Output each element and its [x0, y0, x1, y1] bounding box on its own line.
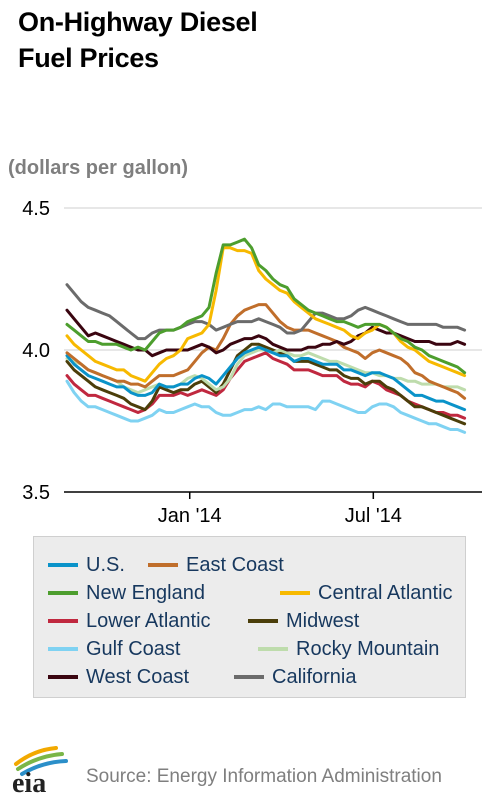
series-line-new-england [65, 237, 467, 375]
line-chart: 4.5 4.0 3.5 Jan '14 Jul '14 [22, 198, 482, 527]
legend-item: East Coast [148, 553, 284, 577]
series-line-u-s [65, 345, 467, 412]
footer: eia Source: Energy Information Administr… [0, 742, 500, 796]
legend-label: Central Atlantic [318, 581, 453, 604]
legend-item: West Coast [48, 665, 189, 689]
legend-swatch [258, 647, 288, 651]
chart-title-line-2: Fuel Prices [18, 43, 159, 73]
legend-swatch [48, 591, 78, 595]
chart-legend: U.S. East Coast New England Central Atlanti… [33, 536, 466, 698]
series-line-midwest [65, 342, 467, 426]
legend-swatch [48, 647, 78, 651]
legend-swatch [148, 563, 178, 567]
series-line-east-coast [65, 303, 467, 400]
legend-item: Lower Atlantic [48, 609, 211, 633]
source-note: Source: Energy Information Administratio… [86, 766, 442, 787]
legend-label: Lower Atlantic [86, 609, 211, 632]
legend-swatch [280, 591, 310, 595]
legend-label: Rocky Mountain [296, 637, 440, 660]
legend-label: East Coast [186, 553, 284, 576]
series-line-gulf-coast [65, 379, 467, 434]
legend-item: U.S. [48, 553, 125, 577]
legend-label: West Coast [86, 665, 189, 688]
eia-logo-text: eia [12, 768, 46, 794]
eia-logo: eia [12, 746, 68, 794]
chart-title-line-1: On-Highway Diesel [18, 7, 258, 37]
legend-label: Gulf Coast [86, 637, 181, 660]
legend-item: New England [48, 581, 205, 605]
legend-label: U.S. [86, 553, 125, 576]
legend-swatch [248, 619, 278, 623]
y-tick-label: 3.5 [22, 482, 50, 504]
legend-item: Gulf Coast [48, 637, 180, 661]
x-axis-ticks: Jan '14 Jul '14 [158, 492, 402, 527]
legend-swatch [48, 675, 78, 679]
series-line-central-atlantic [65, 246, 467, 383]
x-tick-label: Jul '14 [345, 505, 402, 527]
y-axis-tick-labels: 4.5 4.0 3.5 [22, 198, 50, 504]
legend-label: California [272, 665, 357, 688]
chart-title: On-Highway Diesel Fuel Prices [18, 4, 258, 76]
legend-item: Midwest [248, 609, 359, 633]
legend-swatch [234, 675, 264, 679]
legend-label: Midwest [286, 609, 360, 632]
legend-swatch [48, 563, 78, 567]
chart-series-lines [65, 237, 467, 434]
legend-label: New England [86, 581, 205, 604]
legend-item: Central Atlantic [280, 581, 453, 605]
x-tick-label: Jan '14 [158, 505, 222, 527]
legend-item: California [234, 665, 356, 689]
series-line-california [65, 283, 467, 341]
y-tick-label: 4.0 [22, 340, 50, 362]
y-axis-units-label: (dollars per gallon) [8, 157, 189, 179]
legend-item: Rocky Mountain [258, 637, 439, 661]
y-tick-label: 4.5 [22, 198, 50, 220]
legend-swatch [48, 619, 78, 623]
